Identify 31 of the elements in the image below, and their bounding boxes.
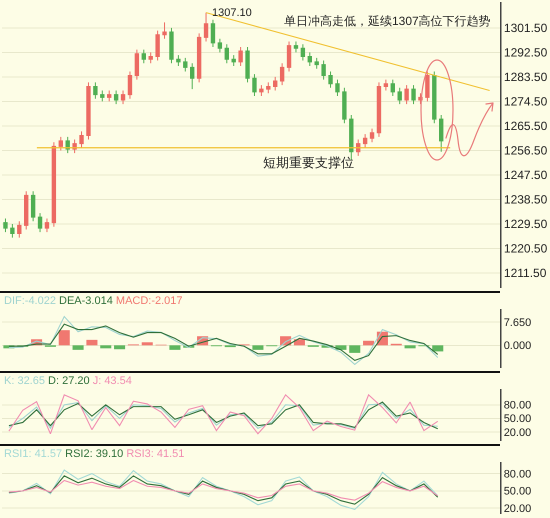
y-tick-label: 7.650 [504,317,532,330]
y-tick-label: 80.00 [504,400,532,412]
y-tick-label: 0.000 [504,340,532,352]
series-label: K: 32.65 [4,375,45,387]
y-tick-label: 50.00 [504,486,532,498]
y-tick-label: 1229.50 [504,217,548,232]
series-label: DIF:-4.022 [4,295,56,307]
series-label: RSI1: 41.57 [4,448,62,460]
y-tick-label: 50.00 [504,413,532,426]
ref-line-label: 短期重要支撑位 [263,155,354,170]
y-tick-label: 1256.50 [504,144,548,158]
series-label: RSI2: 39.10 [65,448,124,460]
text: 单日冲高走低，延续1307高位下行趋势 [284,14,491,28]
text: MACD:-2.017 [116,295,183,307]
series-label: J: 43.54 [92,375,132,387]
series-label: D: 27.20 [48,375,90,387]
y-tick-label: 1265.50 [504,119,548,134]
annotation: 1307.10 [212,7,252,19]
y-tick-label: 20.00 [504,426,532,439]
y-tick-label: 1247.50 [504,168,548,182]
y-tick-label: 80.00 [504,468,532,480]
y-tick-label: 1274.50 [504,94,548,109]
y-tick-label: 1292.50 [504,46,548,60]
y-tick-label: 1220.50 [504,242,548,256]
y-tick-label: 1238.50 [504,192,548,207]
series-label: DEA-3.014 [59,295,113,307]
y-tick-label: 1283.50 [504,70,548,84]
series-label: RSI3: 41.51 [126,448,184,460]
y-tick-label: 1301.50 [504,21,548,36]
y-tick-label: 1211.50 [504,266,547,280]
y-tick-label: 20.00 [504,503,532,516]
